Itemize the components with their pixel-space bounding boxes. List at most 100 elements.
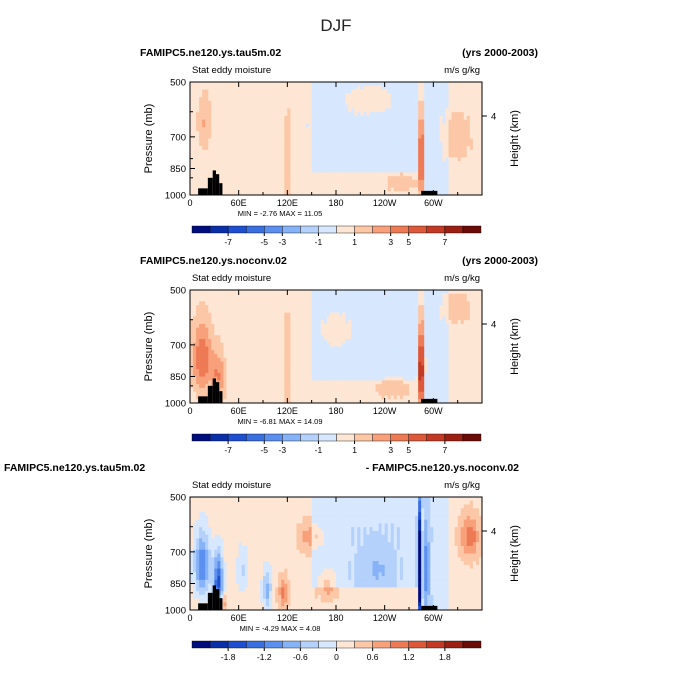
heatmap-cell: [387, 146, 392, 151]
heatmap-cell: [375, 179, 379, 184]
heatmap-cell: [390, 100, 395, 105]
heatmap-cell: [305, 305, 309, 310]
heatmap-cell: [402, 142, 407, 147]
heatmap-cell: [256, 123, 261, 128]
heatmap-cell: [241, 183, 246, 188]
heatmap-cell: [402, 108, 407, 113]
heatmap-cell: [238, 82, 243, 87]
heatmap-cell: [345, 346, 349, 351]
heatmap-cell: [457, 301, 462, 306]
heatmap-cell: [445, 85, 449, 90]
heatmap-cell: [193, 93, 197, 98]
heatmap-cell: [454, 320, 458, 325]
heatmap-cell: [345, 301, 349, 306]
heatmap-cell: [475, 142, 480, 147]
heatmap-cell: [399, 191, 404, 196]
heatmap-cell: [305, 93, 309, 98]
heatmap-cell: [305, 365, 309, 370]
heatmap-cell: [244, 179, 249, 184]
heatmap-cell: [405, 134, 410, 139]
heatmap-cell: [284, 301, 288, 306]
heatmap-cell: [287, 134, 291, 139]
heatmap-cell: [250, 153, 255, 158]
heatmap-cell: [433, 104, 437, 109]
heatmap-cell: [457, 89, 462, 94]
heatmap-cell: [375, 119, 379, 124]
heatmap-cell: [299, 134, 303, 139]
heatmap-cell: [451, 146, 455, 151]
heatmap-cell: [323, 308, 328, 313]
heatmap-cell: [357, 149, 361, 154]
heatmap-cell: [214, 338, 218, 344]
heatmap-cell: [409, 305, 413, 310]
heatmap-cell: [259, 164, 264, 169]
heatmap-cell: [320, 161, 325, 166]
heatmap-cell: [193, 312, 197, 317]
heatmap-cell: [284, 82, 288, 87]
heatmap-cell: [424, 323, 428, 328]
heatmap-cell: [266, 172, 270, 177]
heatmap-cell: [433, 305, 437, 310]
heatmap-cell: [436, 172, 440, 177]
heatmap-cell: [323, 127, 328, 132]
heatmap-cell: [390, 308, 395, 313]
heatmap-cell: [472, 346, 477, 351]
heatmap-cell: [247, 365, 252, 370]
heatmap-cell: [399, 149, 404, 154]
heatmap-cell: [263, 138, 267, 143]
heatmap-cell: [250, 89, 255, 94]
heatmap-cell: [469, 168, 474, 173]
heatmap-cell: [402, 308, 407, 313]
heatmap-cell: [259, 115, 264, 120]
heatmap-cell: [220, 338, 224, 344]
heatmap-cell: [329, 97, 334, 102]
heatmap-cell: [284, 191, 288, 196]
heatmap-cell: [190, 93, 194, 98]
heatmap-cell: [266, 164, 270, 169]
heatmap-cell: [463, 127, 468, 132]
heatmap-cell: [323, 187, 328, 192]
heatmap-cell: [366, 161, 370, 166]
heatmap-cell: [384, 191, 389, 196]
heatmap-cell: [372, 312, 376, 317]
heatmap-cell: [205, 312, 209, 317]
heatmap-cell: [466, 119, 471, 124]
heatmap-cell: [448, 134, 452, 139]
heatmap-cell: [427, 297, 431, 302]
heatmap-cell: [232, 327, 236, 332]
heatmap-cell: [448, 320, 452, 325]
heatmap-cell: [302, 142, 306, 147]
heatmap-cell: [405, 316, 410, 321]
heatmap-cell: [293, 153, 297, 158]
heatmap-cell: [308, 142, 312, 147]
heatmap-cell: [375, 290, 379, 295]
heatmap-cell: [430, 164, 434, 169]
heatmap-cell: [253, 115, 258, 120]
heatmap-cell: [296, 93, 300, 98]
heatmap-cell: [305, 312, 309, 317]
heatmap-cell: [320, 323, 325, 328]
heatmap-cell: [232, 350, 236, 355]
heatmap-cell: [311, 335, 316, 340]
heatmap-cell: [409, 350, 413, 355]
heatmap-cell: [308, 153, 312, 158]
heatmap-cell: [448, 127, 452, 132]
heatmap-cell: [375, 316, 379, 321]
heatmap-cell: [448, 346, 452, 351]
heatmap-cell: [278, 357, 282, 362]
heatmap-cell: [314, 164, 319, 169]
heatmap-cell: [463, 172, 468, 177]
heatmap-cell: [332, 323, 337, 328]
heatmap-cell: [478, 301, 483, 306]
heatmap-cell: [396, 85, 401, 90]
heatmap-cell: [223, 187, 227, 192]
heatmap-cell: [430, 342, 434, 347]
heatmap-cell: [405, 312, 410, 317]
heatmap-cell: [336, 297, 340, 302]
heatmap-cell: [290, 108, 294, 113]
heatmap-cell: [460, 97, 465, 102]
heatmap-cell: [323, 335, 328, 340]
heatmap-cell: [375, 172, 379, 177]
heatmap-cell: [393, 346, 398, 351]
heatmap-cell: [238, 153, 243, 158]
